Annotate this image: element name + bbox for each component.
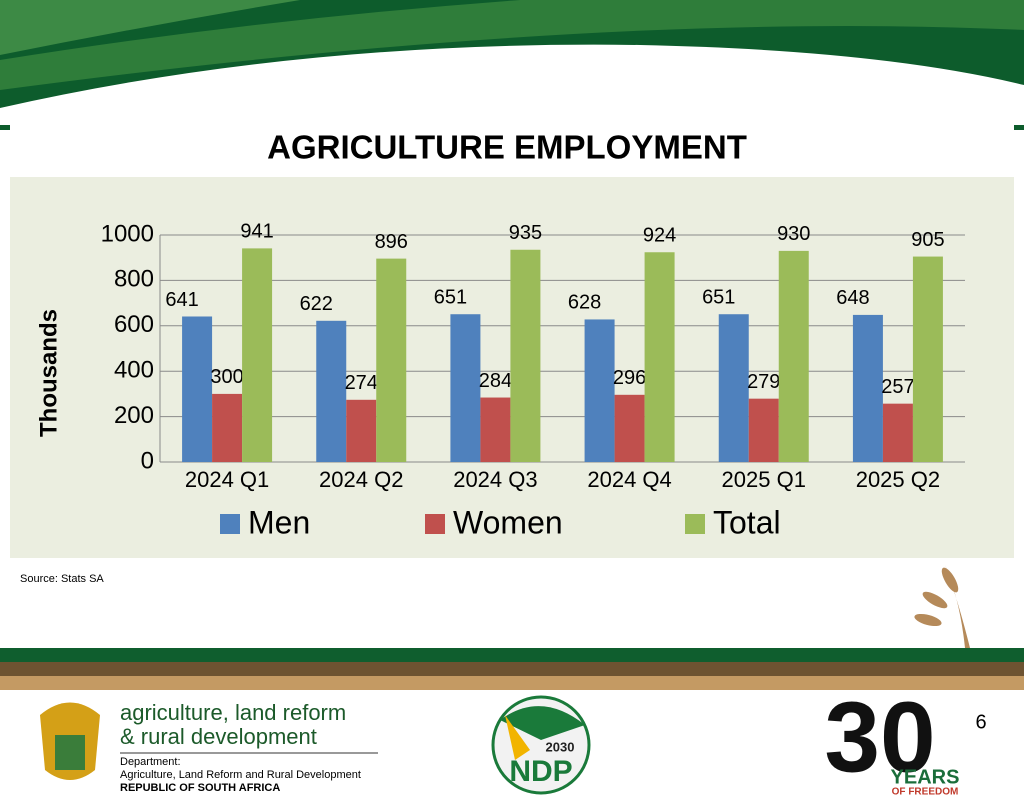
x-tick-label: 2024 Q3 [453, 467, 537, 492]
y-tick-label: 0 [141, 447, 154, 474]
value-label: 648 [836, 287, 869, 309]
x-tick-label: 2025 Q2 [856, 467, 940, 492]
x-tick-label: 2024 Q1 [185, 467, 269, 492]
bar [450, 314, 481, 462]
x-tick-label: 2025 Q1 [722, 467, 806, 492]
x-tick-label: 2024 Q2 [319, 467, 403, 492]
bar [718, 314, 749, 462]
value-label: 651 [434, 287, 467, 309]
stripe-tan [0, 676, 1024, 690]
ndp-year: 2030 [546, 739, 575, 754]
value-label: 274 [345, 372, 378, 394]
dept-line1: agriculture, land reform [120, 700, 346, 725]
y-tick-label: 1000 [101, 220, 154, 247]
bar [644, 252, 675, 462]
x-tick-label: 2024 Q4 [587, 467, 671, 492]
value-label: 296 [613, 367, 646, 389]
wheat [914, 565, 970, 648]
chart-title: AGRICULTURE EMPLOYMENT [267, 129, 747, 166]
bar [748, 398, 779, 462]
legend-label: Total [713, 504, 781, 540]
header-swoosh [0, 0, 1024, 90]
value-label: 257 [881, 376, 914, 398]
value-label: 930 [777, 223, 810, 245]
dept-line2: & rural development [120, 724, 317, 749]
ndp-text: NDP [509, 755, 572, 788]
bar [480, 397, 511, 462]
stripe-brown [0, 662, 1024, 676]
y-tick-label: 400 [114, 357, 154, 384]
bar [778, 250, 809, 462]
bar [346, 399, 377, 462]
bar [316, 320, 347, 462]
bar [510, 249, 541, 462]
value-label: 641 [165, 289, 198, 311]
bar [882, 403, 913, 462]
value-label: 924 [643, 225, 676, 247]
bar [242, 248, 273, 462]
bar [212, 393, 243, 462]
y-tick-label: 600 [114, 311, 154, 338]
bar [852, 314, 883, 462]
bar [614, 394, 645, 462]
y-tick-label: 200 [114, 402, 154, 429]
value-label: 935 [509, 222, 542, 244]
stripe-green [0, 648, 1024, 662]
dept-name: Agriculture, Land Reform and Rural Devel… [120, 769, 361, 781]
value-label: 622 [300, 293, 333, 315]
bar [912, 256, 943, 462]
value-label: 905 [911, 229, 944, 251]
legend-label: Women [453, 504, 563, 540]
bar [584, 319, 615, 462]
header-white [0, 44, 1024, 125]
chart: 0 200 400 600 800 1000 2024 Q1 641 300 941 2024 Q2… [101, 220, 965, 540]
legend-label: Men [248, 504, 310, 540]
value-label: 628 [568, 292, 601, 314]
bar [182, 316, 213, 462]
value-label: 284 [479, 370, 512, 392]
legend-swatch [685, 514, 705, 534]
y-tick-label: 800 [114, 266, 154, 293]
legend-swatch [220, 514, 240, 534]
freedom: OF FREEDOM [892, 787, 959, 798]
ndp-logo [491, 695, 591, 795]
y-axis-label: Thousands [35, 309, 62, 437]
country: REPUBLIC OF SOUTH AFRICA [120, 782, 280, 794]
thirty: 30 [824, 681, 935, 793]
header-corner [0, 0, 300, 55]
value-label: 279 [747, 371, 780, 393]
bar [376, 258, 407, 462]
value-label: 941 [240, 221, 273, 243]
source: Source: Stats SA [20, 573, 104, 585]
page-number: 6 [975, 711, 986, 733]
value-label: 896 [375, 231, 408, 253]
value-label: 300 [210, 366, 243, 388]
value-label: 651 [702, 287, 735, 309]
dept-label: Department: [120, 756, 181, 768]
legend-swatch [425, 514, 445, 534]
coat-of-arms [40, 702, 100, 780]
years: YEARS [891, 766, 960, 788]
